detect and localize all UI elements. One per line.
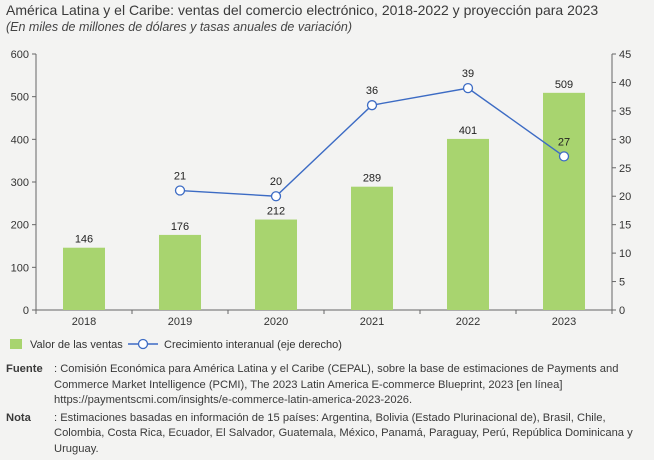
x-axis-tick-label: 2019 [168, 316, 192, 328]
note-key: Nota [6, 411, 31, 424]
bar-value-label: 212 [267, 206, 285, 218]
note-text: : Estimaciones basadas en información de… [54, 411, 633, 455]
bar-value-label: 146 [75, 234, 93, 246]
right-axis-tick-label: 35 [619, 106, 631, 118]
legend-bar-swatch [10, 339, 22, 349]
left-axis-tick-label: 0 [23, 305, 29, 317]
bar [447, 138, 489, 310]
bar-value-label: 401 [459, 125, 477, 137]
x-axis-tick-label: 2021 [360, 316, 384, 328]
growth-point [174, 185, 186, 196]
right-axis-tick-label: 15 [619, 220, 631, 232]
bar-value-label: 176 [171, 221, 189, 233]
notes-block: Fuente : Comisión Económica para América… [6, 362, 650, 460]
bar [63, 247, 105, 310]
growth-point [270, 191, 282, 202]
x-axis-tick-label: 2022 [456, 316, 480, 328]
growth-point [462, 82, 474, 94]
chart-subtitle: (En miles de millones de dólares y tasas… [6, 20, 353, 34]
bar-value-label: 509 [555, 79, 573, 91]
bar [351, 186, 393, 310]
growth-value-label: 27 [558, 136, 570, 148]
right-axis-tick-label: 10 [619, 248, 631, 260]
source-note: Fuente : Comisión Económica para América… [6, 362, 650, 409]
chart-area: 0100200300400500600051015202530354045201… [10, 49, 631, 351]
left-axis-tick-label: 500 [11, 92, 29, 104]
growth-value-label: 21 [174, 171, 186, 183]
bar [159, 234, 201, 310]
left-axis-tick-label: 300 [11, 177, 29, 189]
data-note: Nota : Estimaciones basadas en informaci… [6, 411, 650, 458]
right-axis-tick-label: 5 [619, 277, 625, 289]
bar-value-label: 289 [363, 173, 381, 185]
growth-value-label: 20 [270, 176, 282, 188]
x-axis-tick-label: 2020 [264, 316, 288, 328]
source-key: Fuente [6, 363, 43, 375]
growth-point [366, 100, 378, 111]
growth-value-label: 39 [462, 68, 474, 80]
right-axis-tick-label: 40 [619, 77, 631, 89]
x-axis-tick-label: 2018 [72, 316, 96, 328]
bar [255, 219, 297, 310]
right-axis-tick-label: 25 [619, 163, 631, 175]
x-axis-tick-label: 2023 [552, 316, 576, 328]
right-axis-tick-label: 20 [619, 191, 631, 203]
legend-line-marker [137, 338, 149, 350]
left-axis-tick-label: 400 [11, 134, 29, 146]
right-axis-tick-label: 45 [619, 49, 631, 61]
chart-title: América Latina y el Caribe: ventas del c… [6, 2, 599, 18]
legend-line-label: Crecimiento interanual (eje derecho) [164, 339, 342, 351]
right-axis-tick-label: 0 [619, 305, 625, 317]
right-axis-tick-label: 30 [619, 134, 631, 146]
legend-bar-label: Valor de las ventas [30, 339, 123, 351]
bar [543, 92, 585, 311]
left-axis-tick-label: 200 [11, 220, 29, 232]
source-text: : Comisión Económica para América Latina… [54, 363, 619, 407]
growth-value-label: 36 [366, 85, 378, 97]
left-axis-tick-label: 100 [11, 262, 29, 274]
growth-point [558, 151, 570, 162]
left-axis-tick-label: 600 [11, 49, 29, 61]
